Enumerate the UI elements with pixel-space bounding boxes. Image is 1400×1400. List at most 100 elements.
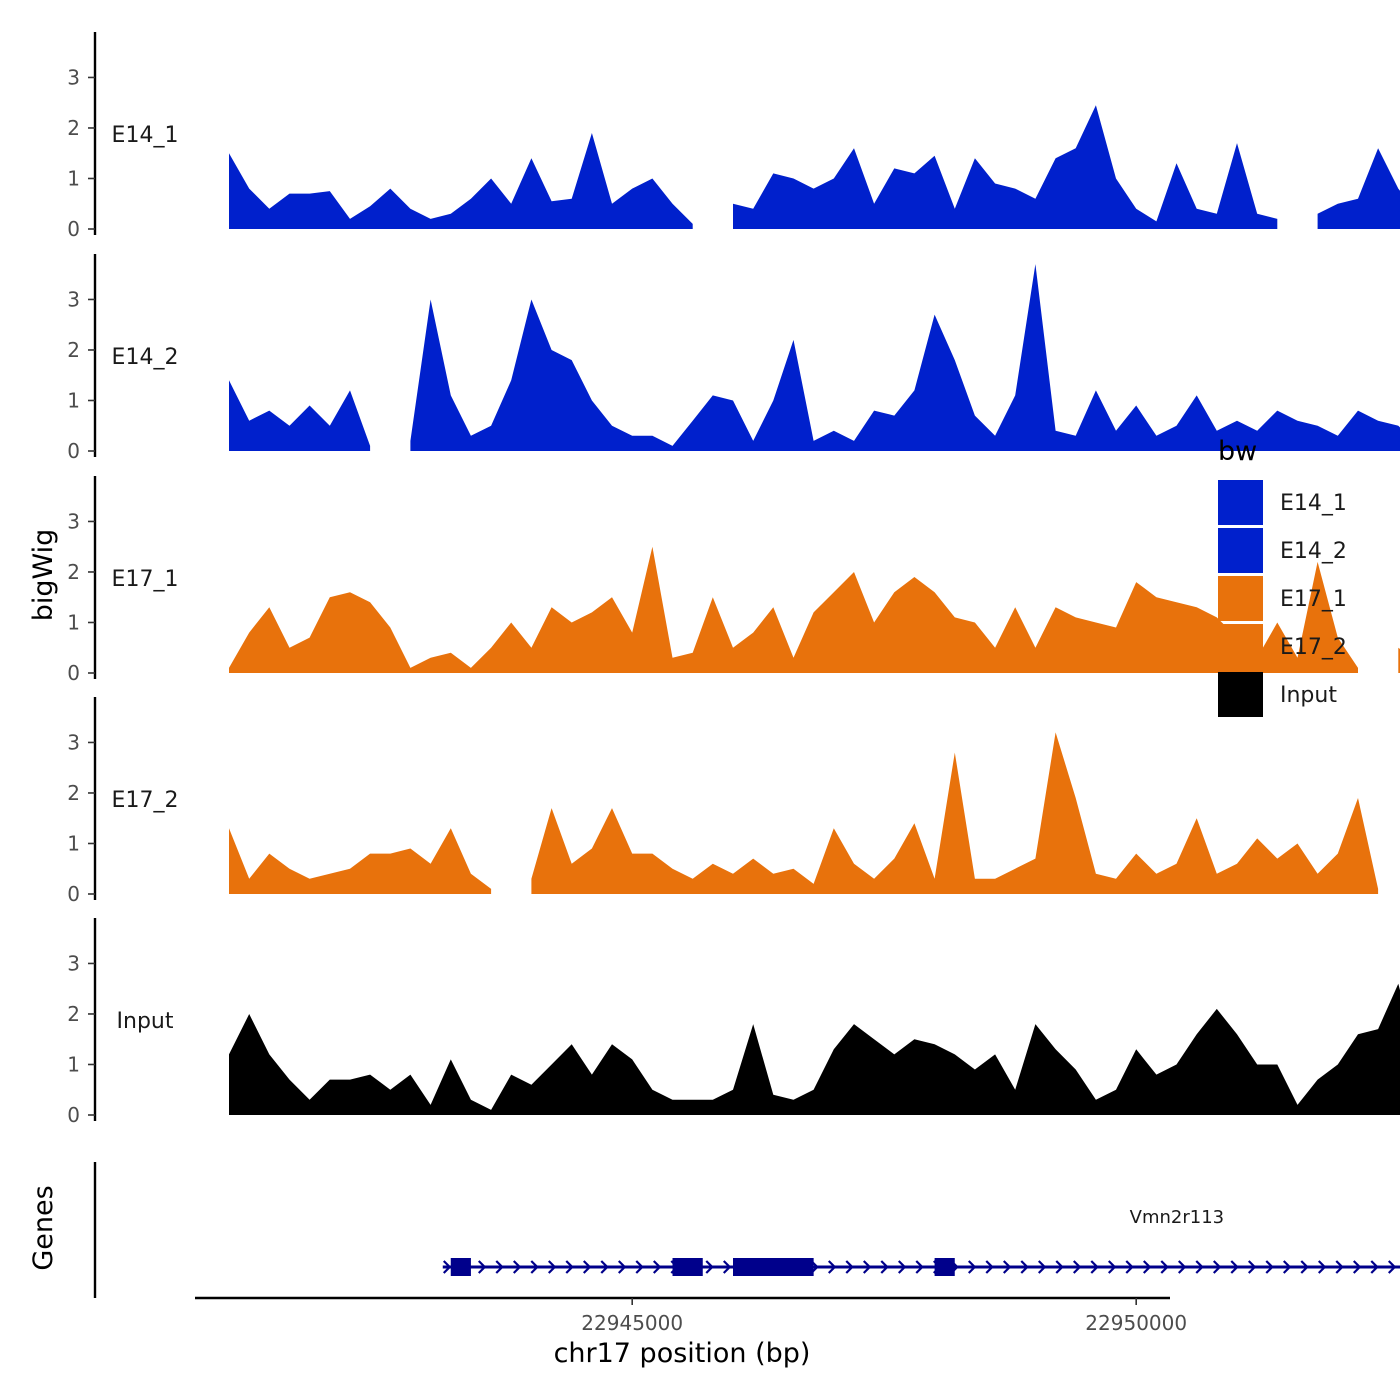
- y-tick-label: 0: [67, 1103, 80, 1127]
- strand-arrow: [1072, 1260, 1082, 1274]
- track-E14_2: 0 1 2 3 E14_2: [67, 254, 1400, 463]
- track-label: E17_2: [112, 788, 179, 813]
- strand-arrow: [722, 1260, 732, 1274]
- x-axis-title: chr17 position (bp): [554, 1338, 811, 1369]
- track-label: E17_1: [112, 567, 179, 592]
- y-tick-label: 3: [67, 65, 80, 89]
- strand-arrow: [1370, 1260, 1379, 1274]
- strand-arrow: [442, 1260, 452, 1274]
- y-tick-label: 1: [67, 831, 80, 855]
- strand-arrow: [547, 1260, 557, 1274]
- strand-arrow: [1177, 1260, 1187, 1274]
- track-E17_2: 0 1 2 3 E17_2: [67, 697, 1379, 906]
- signal-area-E17_2: [531, 732, 1379, 894]
- gene-Vmn2r113: Vmn2r113: [442, 1207, 1400, 1276]
- strand-arrow: [967, 1260, 977, 1274]
- genes-panel: Genes Vmn2r113: [28, 1162, 1400, 1298]
- strand-arrow: [1230, 1260, 1239, 1274]
- legend-label: E14_1: [1280, 491, 1347, 516]
- strand-arrow: [652, 1260, 662, 1274]
- gene-exon: [672, 1258, 703, 1276]
- strand-arrow: [1212, 1260, 1222, 1274]
- strand-arrow: [1055, 1260, 1064, 1274]
- strand-arrow: [1265, 1260, 1274, 1274]
- strand-arrow: [915, 1260, 924, 1274]
- strand-arrow: [1160, 1260, 1169, 1274]
- genes-panel-label: Genes: [28, 1185, 59, 1270]
- legend: bw E14_1 E14_2 E17_1 E17_2 Input: [1218, 436, 1347, 717]
- strand-arrow: [985, 1260, 994, 1274]
- track-E17_1: 0 1 2 3 E17_1: [67, 476, 1400, 685]
- signal-area-E17_1: [229, 546, 1358, 673]
- strand-arrow: [635, 1260, 644, 1274]
- legend-swatch-E14_1: [1218, 480, 1263, 525]
- strand-arrow: [1142, 1260, 1152, 1274]
- strand-arrow: [1125, 1260, 1134, 1274]
- signal-area-Input: [229, 983, 1400, 1115]
- x-axis: 229450002295000022955000: [195, 1296, 1187, 1335]
- strand-arrow: [1195, 1260, 1204, 1274]
- gene-exon: [733, 1258, 814, 1276]
- strand-arrow: [1037, 1260, 1047, 1274]
- y-tick-label: 2: [67, 781, 80, 805]
- strand-arrow: [565, 1260, 574, 1274]
- strand-arrow: [477, 1260, 487, 1274]
- strand-arrow: [512, 1260, 522, 1274]
- legend-swatch-Input: [1218, 672, 1263, 717]
- y-tick-label: 0: [67, 217, 80, 241]
- y-tick-label: 2: [67, 338, 80, 362]
- legend-title: bw: [1218, 436, 1257, 467]
- y-axis-title: bigWig: [28, 529, 59, 622]
- signal-area-E14_2: [229, 380, 371, 451]
- y-tick-label: 2: [67, 116, 80, 140]
- y-tick-label: 0: [67, 882, 80, 906]
- signal-area-E17_2: [229, 828, 492, 894]
- y-tick-label: 1: [67, 166, 80, 190]
- gene-exon: [934, 1258, 955, 1276]
- y-tick-label: 0: [67, 661, 80, 685]
- strand-arrow: [880, 1260, 889, 1274]
- strand-arrow: [827, 1260, 837, 1274]
- strand-arrow: [582, 1260, 592, 1274]
- legend-label: E17_2: [1280, 635, 1347, 660]
- track-E14_1: 0 1 2 3 E14_1: [67, 32, 1400, 241]
- strand-arrow: [1300, 1260, 1309, 1274]
- y-tick-label: 2: [67, 1002, 80, 1026]
- strand-arrow: [600, 1260, 609, 1274]
- track-label: E14_1: [112, 123, 179, 148]
- x-tick-label: 22945000: [581, 1311, 683, 1335]
- y-tick-label: 3: [67, 509, 80, 533]
- signal-area-E14_2: [410, 264, 1400, 451]
- legend-swatch-E17_1: [1218, 576, 1263, 621]
- signal-tracks: 0 1 2 3 E14_1 0 1 2 3 E14_2 0 1 2 3 E17_1 0 1 2 3 E17_2 0 1 2 3…: [67, 32, 1400, 1127]
- strand-arrow: [862, 1260, 872, 1274]
- strand-arrow: [1352, 1260, 1362, 1274]
- legend-label: E17_1: [1280, 587, 1347, 612]
- legend-label: E14_2: [1280, 539, 1347, 564]
- x-tick-label: 22950000: [1085, 1311, 1187, 1335]
- y-tick-label: 1: [67, 388, 80, 412]
- y-tick-label: 3: [67, 730, 80, 754]
- y-tick-label: 1: [67, 610, 80, 634]
- y-tick-label: 2: [67, 560, 80, 584]
- strand-arrow: [1282, 1260, 1292, 1274]
- strand-arrow: [897, 1260, 907, 1274]
- strand-arrow: [495, 1260, 504, 1274]
- strand-arrow: [1317, 1260, 1327, 1274]
- strand-arrow: [1335, 1260, 1344, 1274]
- strand-arrow: [705, 1260, 714, 1274]
- y-tick-label: 3: [67, 951, 80, 975]
- strand-arrow: [530, 1260, 539, 1274]
- track-label: Input: [117, 1009, 174, 1034]
- gene-exon: [450, 1258, 471, 1276]
- legend-label: Input: [1280, 683, 1337, 708]
- strand-arrow: [617, 1260, 627, 1274]
- strand-arrow: [1020, 1260, 1029, 1274]
- signal-area-E14_1: [733, 105, 1278, 229]
- y-tick-label: 0: [67, 439, 80, 463]
- signal-area-E14_1: [1317, 148, 1400, 229]
- gene-name-label: Vmn2r113: [1130, 1207, 1224, 1228]
- strand-arrow: [1247, 1260, 1257, 1274]
- legend-swatch-E14_2: [1218, 528, 1263, 573]
